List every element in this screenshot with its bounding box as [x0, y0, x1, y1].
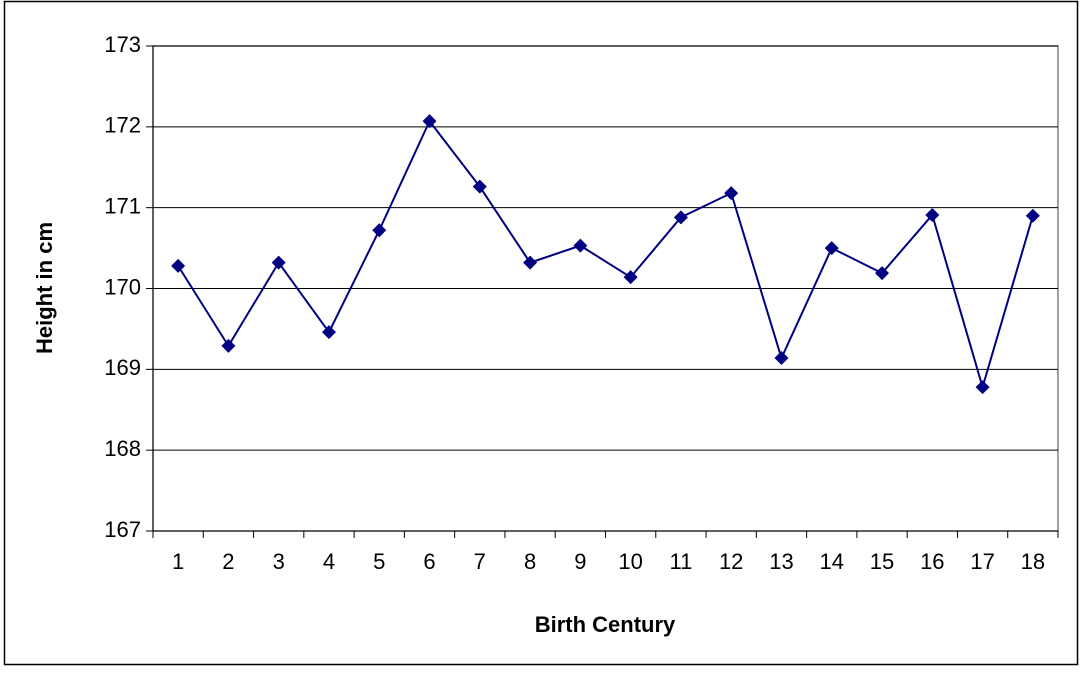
marker — [875, 266, 890, 281]
marker — [724, 186, 739, 201]
marker — [1025, 208, 1040, 223]
marker — [623, 270, 638, 285]
x-tick-label: 4 — [323, 549, 335, 574]
x-axis-title: Birth Century — [535, 612, 676, 637]
marker — [573, 238, 588, 253]
marker — [372, 223, 387, 238]
y-tick-label: 169 — [104, 355, 141, 380]
x-tick-label: 11 — [669, 549, 692, 574]
y-axis-title: Height in cm — [32, 222, 57, 354]
x-tick-label: 8 — [524, 549, 536, 574]
x-tick-label: 12 — [719, 549, 743, 574]
y-tick-label: 172 — [104, 113, 141, 138]
marker — [422, 114, 437, 129]
marker — [824, 241, 839, 256]
x-tick-label: 7 — [474, 549, 486, 574]
y-tick-label: 168 — [104, 436, 141, 461]
y-tick-label: 173 — [104, 32, 141, 57]
marker — [472, 179, 487, 194]
line — [177, 119, 1034, 391]
marker — [673, 210, 688, 225]
marker — [925, 207, 940, 222]
x-tick-label: 16 — [920, 549, 944, 574]
x-tick-label: 10 — [618, 549, 642, 574]
x-tick-label: 9 — [574, 549, 586, 574]
marker — [523, 255, 538, 270]
marker — [774, 351, 789, 366]
marker — [271, 255, 286, 270]
y-tick-label: 171 — [104, 193, 141, 218]
x-tick-label: 17 — [970, 549, 994, 574]
x-tick-label: 14 — [820, 549, 844, 574]
y-tick-label: 167 — [104, 517, 141, 542]
marker — [321, 325, 336, 340]
marker — [975, 380, 990, 395]
marker — [221, 338, 236, 353]
x-tick-label: 5 — [373, 549, 385, 574]
x-tick-label: 2 — [222, 549, 234, 574]
x-tick-label: 15 — [870, 549, 894, 574]
x-tick-label: 13 — [769, 549, 793, 574]
y-tick-label: 170 — [104, 274, 141, 299]
x-tick-label: 18 — [1021, 549, 1045, 574]
x-tick-label: 6 — [423, 549, 435, 574]
x-tick-label: 3 — [273, 549, 285, 574]
x-tick-label: 1 — [172, 549, 184, 574]
marker — [171, 258, 186, 273]
